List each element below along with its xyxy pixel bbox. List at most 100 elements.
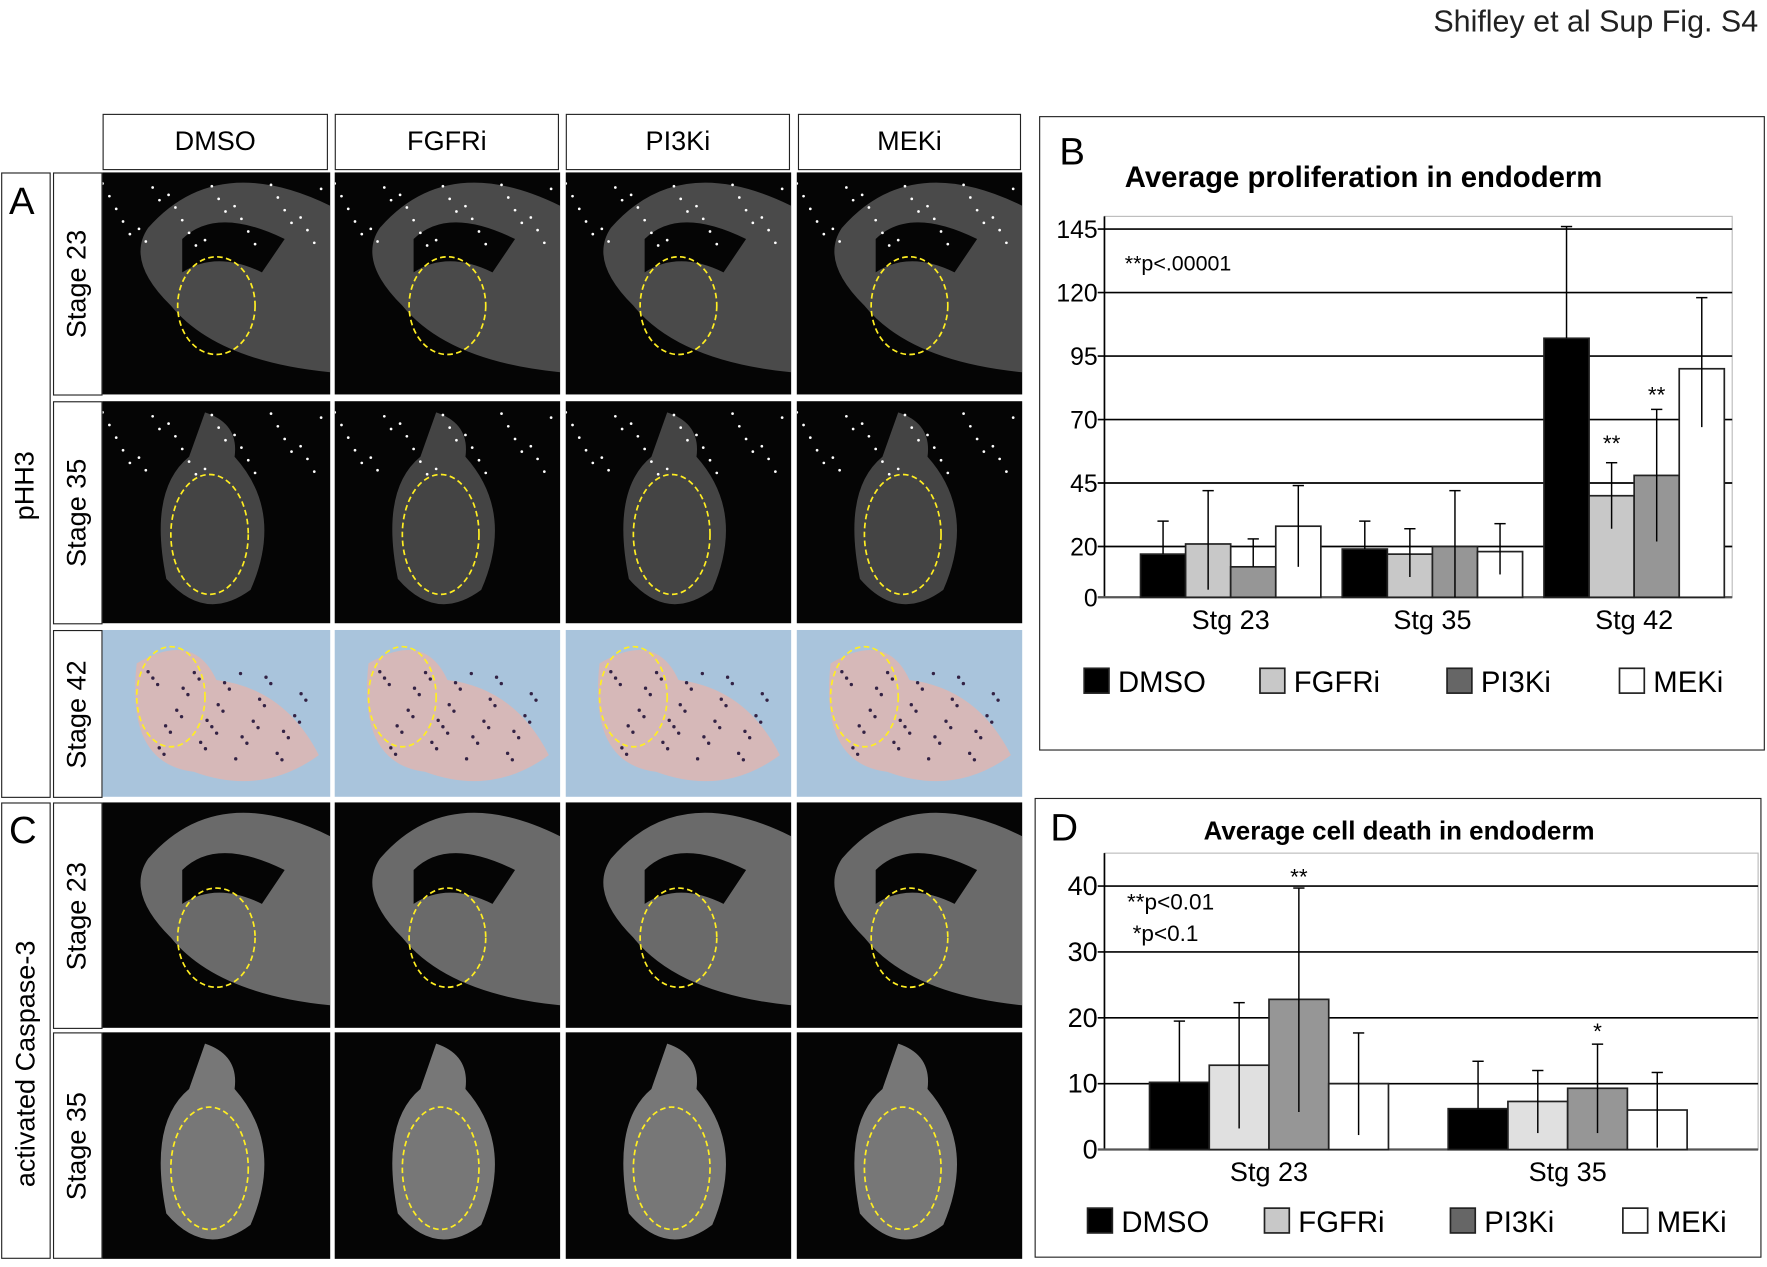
legend-label-dmso: DMSO xyxy=(1121,1206,1209,1239)
legend-swatch-pi3ki xyxy=(1446,667,1473,694)
column-header-pi3ki: PI3Ki xyxy=(565,113,791,171)
micrograph-a-stage23-fgfri xyxy=(334,172,561,395)
significance-marker: * xyxy=(1593,1019,1602,1044)
micrograph-outline xyxy=(334,182,561,373)
y-tick-label: 95 xyxy=(1070,344,1098,371)
legend-swatch-fgfri xyxy=(1259,667,1286,694)
panel-b-letter: B xyxy=(1059,130,1085,174)
y-tick-label: 0 xyxy=(1083,1135,1098,1165)
legend-swatch-meki xyxy=(1622,1207,1649,1234)
panel-c-letter: C xyxy=(9,809,37,853)
panel-d-box xyxy=(1034,797,1762,1258)
panel-b-box xyxy=(1039,116,1765,751)
y-tick-label: 145 xyxy=(1056,217,1097,244)
micrograph-outline xyxy=(796,182,1023,373)
legend-label-fgfri: FGFRi xyxy=(1298,1206,1384,1239)
y-tick-label: 45 xyxy=(1070,471,1098,498)
chart-d-annotation: **p<0.01 xyxy=(1127,890,1215,916)
column-header-dmso: DMSO xyxy=(102,113,328,171)
panel-a-letter: A xyxy=(9,180,35,224)
legend-label-meki: MEKi xyxy=(1653,666,1723,699)
bar-dmso xyxy=(1139,553,1187,599)
column-header-fgfri: FGFRi xyxy=(334,113,559,171)
panel-c-label-box xyxy=(1,802,51,1259)
micrograph-outline xyxy=(102,182,331,373)
micrograph-outline xyxy=(135,645,319,782)
bar-pi3ki xyxy=(1229,565,1277,599)
micrograph-outline xyxy=(834,812,1023,1006)
row-label-a-stage23: Stage 23 xyxy=(52,172,103,396)
micrograph-c-stage23-pi3ki xyxy=(565,802,792,1028)
micrograph-outline xyxy=(828,645,1011,782)
micrograph-outline xyxy=(623,1043,726,1240)
micrograph-outline xyxy=(160,1043,265,1240)
x-tick-label: Stg 42 xyxy=(1595,605,1673,635)
micrograph-c-stage35-meki xyxy=(796,1032,1023,1259)
chart-b-annotation: **p<.00001 xyxy=(1124,252,1232,277)
y-tick-label: 10 xyxy=(1068,1069,1098,1099)
micrograph-outline xyxy=(140,812,331,1006)
legend-swatch-dmso xyxy=(1083,667,1110,694)
micrograph-outline xyxy=(102,410,323,605)
micrograph-outline xyxy=(334,410,553,605)
significance-marker: ** xyxy=(1648,382,1666,407)
legend-label-meki: MEKi xyxy=(1657,1206,1727,1239)
row-label-c-stage35: Stage 35 xyxy=(52,1032,103,1259)
panel-a-label-box xyxy=(1,172,51,798)
micrograph-a-stage42-dmso xyxy=(102,629,331,797)
legend-swatch-fgfri xyxy=(1263,1207,1291,1234)
bar-dmso xyxy=(1447,1107,1509,1151)
micrograph-outline xyxy=(392,1043,495,1240)
micrograph-outline xyxy=(565,410,784,605)
figure-title: Shifley et al Sup Fig. S4 xyxy=(1433,4,1759,39)
legend-label-dmso: DMSO xyxy=(1118,666,1206,699)
micrograph-outline xyxy=(366,645,549,782)
y-tick-label: 20 xyxy=(1068,1003,1098,1033)
x-tick-label: Stg 35 xyxy=(1529,1157,1607,1187)
micrograph-a-stage23-pi3ki xyxy=(565,172,792,395)
micrograph-outline xyxy=(796,410,1015,605)
legend-label-fgfri: FGFRi xyxy=(1294,666,1380,699)
row-label-a-stage35: Stage 35 xyxy=(52,401,103,625)
y-tick-label: 30 xyxy=(1068,937,1098,967)
micrograph-a-stage35-pi3ki xyxy=(565,401,792,624)
y-tick-label: 120 xyxy=(1056,281,1097,308)
legend-swatch-dmso xyxy=(1086,1207,1114,1234)
row-label-a-stage42: Stage 42 xyxy=(52,629,103,798)
micrograph-a-stage42-pi3ki xyxy=(565,629,792,797)
micrograph-a-stage35-dmso xyxy=(102,401,331,624)
significance-marker: ** xyxy=(1290,865,1308,890)
legend-swatch-pi3ki xyxy=(1449,1207,1477,1234)
significance-marker: ** xyxy=(1603,431,1621,456)
y-tick-label: 20 xyxy=(1070,535,1098,562)
micrograph-outline xyxy=(597,645,780,782)
row-label-c-stage23: Stage 23 xyxy=(52,802,103,1029)
legend-label-pi3ki: PI3Ki xyxy=(1481,666,1551,699)
y-tick-label: 70 xyxy=(1070,408,1098,435)
x-tick-label: Stg 23 xyxy=(1192,605,1270,635)
bar-dmso xyxy=(1148,1081,1211,1151)
micrograph-a-stage42-fgfri xyxy=(334,629,561,797)
micrograph-c-stage23-dmso xyxy=(102,802,331,1028)
micrograph-outline xyxy=(372,812,561,1006)
x-tick-label: Stg 35 xyxy=(1393,605,1471,635)
chart-b-title: Average proliferation in endoderm xyxy=(1124,160,1603,194)
x-tick-label: Stg 23 xyxy=(1230,1157,1308,1187)
micrograph-a-stage23-meki xyxy=(796,172,1023,395)
legend-label-pi3ki: PI3Ki xyxy=(1484,1206,1554,1239)
micrograph-outline xyxy=(565,182,792,373)
column-header-meki: MEKi xyxy=(797,113,1022,171)
panel-d-letter: D xyxy=(1050,806,1079,850)
chart-d-title: Average cell death in endoderm xyxy=(1203,815,1595,846)
micrograph-c-stage23-fgfri xyxy=(334,802,561,1028)
micrograph-a-stage23-dmso xyxy=(102,172,331,395)
micrograph-a-stage35-fgfri xyxy=(334,401,561,624)
micrograph-a-stage35-meki xyxy=(796,401,1023,624)
micrograph-outline xyxy=(854,1043,958,1240)
legend-swatch-meki xyxy=(1618,667,1646,694)
micrograph-c-stage35-fgfri xyxy=(334,1032,561,1259)
bar-fgfri xyxy=(1588,494,1635,599)
micrograph-outline xyxy=(603,812,792,1006)
